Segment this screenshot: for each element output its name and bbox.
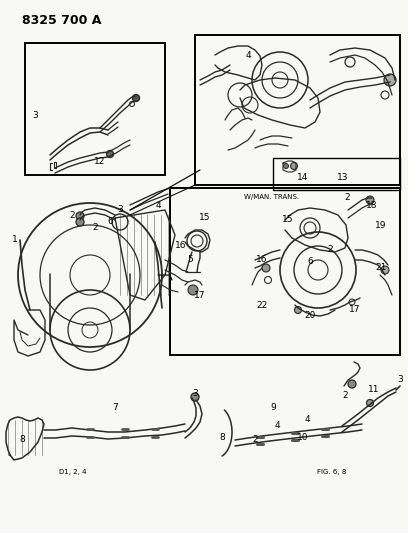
Text: 5: 5 (187, 255, 193, 264)
Bar (25, 43, 165, 175)
Text: 10: 10 (297, 433, 309, 442)
Text: 18: 18 (366, 200, 378, 209)
Text: 3: 3 (192, 389, 198, 398)
Circle shape (76, 212, 84, 220)
Circle shape (366, 400, 373, 407)
Text: 4: 4 (245, 51, 251, 60)
Text: 21: 21 (375, 263, 387, 272)
Text: 4: 4 (304, 416, 310, 424)
Circle shape (76, 218, 84, 226)
Text: 2: 2 (92, 223, 98, 232)
Circle shape (295, 306, 302, 313)
Text: 3: 3 (397, 376, 403, 384)
Text: 3: 3 (32, 110, 38, 119)
Text: 2: 2 (252, 435, 258, 445)
Text: 2: 2 (344, 192, 350, 201)
Text: 15: 15 (199, 214, 211, 222)
Text: 17: 17 (349, 305, 361, 314)
Circle shape (262, 264, 270, 272)
Text: 6: 6 (107, 217, 113, 227)
Bar (170, 188, 400, 355)
Text: 20: 20 (304, 311, 316, 319)
Text: 7: 7 (112, 403, 118, 413)
Text: 12: 12 (94, 157, 106, 166)
Text: 16: 16 (256, 255, 268, 264)
Text: 14: 14 (297, 174, 309, 182)
Text: 22: 22 (256, 301, 268, 310)
Text: FIG. 6, 8: FIG. 6, 8 (317, 469, 347, 475)
Circle shape (191, 393, 199, 401)
Text: 3: 3 (117, 206, 123, 214)
Text: 6: 6 (307, 257, 313, 266)
Text: 17: 17 (194, 290, 206, 300)
Text: 13: 13 (337, 174, 349, 182)
Text: 2: 2 (327, 246, 333, 254)
Circle shape (366, 196, 374, 204)
Circle shape (348, 380, 356, 388)
Text: 2: 2 (342, 391, 348, 400)
Circle shape (188, 285, 198, 295)
Text: 15: 15 (282, 215, 294, 224)
Circle shape (106, 150, 113, 157)
Text: 4: 4 (274, 421, 280, 430)
Text: 1: 1 (12, 236, 18, 245)
Text: 16: 16 (175, 240, 187, 249)
Circle shape (284, 164, 288, 168)
Text: 8: 8 (19, 435, 25, 445)
Text: W/MAN. TRANS.: W/MAN. TRANS. (244, 194, 299, 200)
Circle shape (133, 94, 140, 101)
Bar (195, 35, 400, 185)
Circle shape (290, 163, 297, 169)
Text: 11: 11 (368, 385, 380, 394)
Bar (273, 158, 400, 190)
Text: 19: 19 (375, 221, 387, 230)
Text: 2: 2 (69, 211, 75, 220)
Circle shape (384, 74, 396, 86)
Text: D1, 2, 4: D1, 2, 4 (59, 469, 87, 475)
Text: 4: 4 (155, 200, 161, 209)
Text: 8325 700 A: 8325 700 A (22, 14, 101, 27)
Circle shape (381, 266, 389, 274)
Text: 9: 9 (270, 402, 276, 411)
Text: 8: 8 (219, 432, 225, 441)
